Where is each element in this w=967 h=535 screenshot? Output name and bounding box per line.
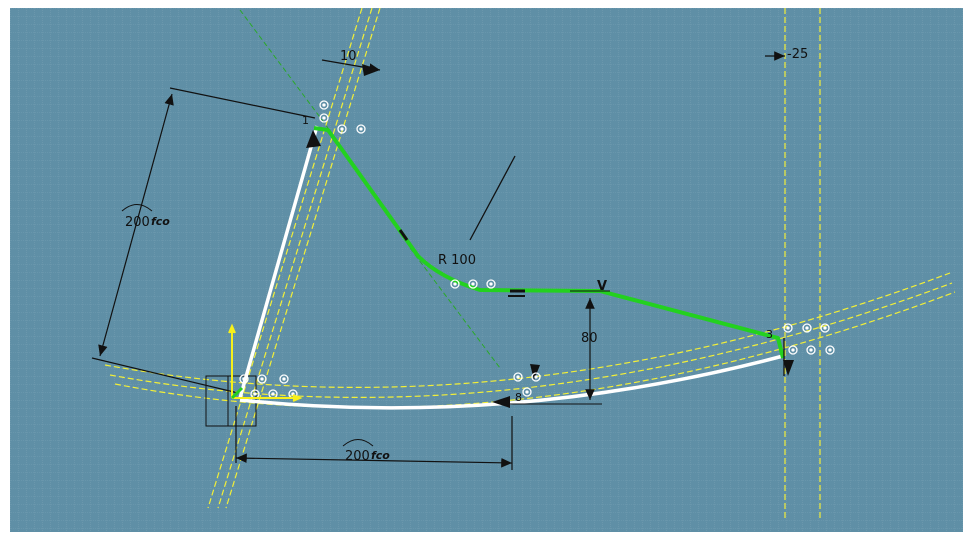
coincidence-constraint-icon[interactable] <box>239 100 835 399</box>
sketch-axis-icon[interactable] <box>228 323 303 402</box>
sketch-viewport[interactable]: 200 fco 200 fco 80 R 100 10 -25 V <box>10 8 963 532</box>
guide-line-slanted-1[interactable] <box>207 8 363 509</box>
dim-left-suffix: fco <box>151 215 170 228</box>
radius-leader-line <box>469 155 516 241</box>
dim-bottom-value[interactable]: 200 <box>345 449 370 464</box>
guide-line-slanted-3[interactable] <box>225 8 381 509</box>
arc-length-symbol-left <box>121 204 153 212</box>
dim-offset-top-value[interactable]: 10 <box>340 49 357 64</box>
point-label-bottom-mid: 8 <box>515 391 522 404</box>
guide-curve-3[interactable] <box>114 291 956 409</box>
arrowhead-mid-left <box>492 396 510 408</box>
dim-height-value[interactable]: 80 <box>581 331 598 346</box>
construction-line-diagonal-right[interactable] <box>409 247 501 369</box>
dim-bottom-line[interactable] <box>235 453 513 468</box>
guide-line-slanted-2[interactable] <box>217 8 373 509</box>
arrowhead-right-down <box>783 360 794 376</box>
dim-bottom-suffix: fco <box>371 449 390 462</box>
dim-left-value[interactable]: 200 <box>125 215 150 230</box>
profile-white-arc[interactable] <box>239 354 784 410</box>
arrowhead-mid-down <box>530 364 540 380</box>
vertex-label: V <box>597 279 607 294</box>
point-label-left-top: 1 <box>302 114 309 127</box>
tangency-constraint-icon[interactable] <box>398 229 409 241</box>
dim-radius-value[interactable]: R 100 <box>438 253 476 268</box>
dim-left-ext-top <box>169 87 316 119</box>
construction-line-diagonal-left[interactable] <box>239 9 329 129</box>
arrowhead-top <box>306 130 321 148</box>
dim-left-line[interactable] <box>98 93 174 357</box>
point-label-right: 3 <box>766 328 773 341</box>
arc-length-symbol-bottom <box>342 439 374 447</box>
guide-curve-2[interactable] <box>109 282 953 398</box>
arrowhead-top-right <box>362 64 380 76</box>
dim-left-ext-bottom <box>91 357 239 394</box>
dim-offset-right-value[interactable]: -25 <box>787 47 808 62</box>
profile-white-slanted[interactable] <box>238 125 319 399</box>
guide-curve-1[interactable] <box>104 272 951 388</box>
